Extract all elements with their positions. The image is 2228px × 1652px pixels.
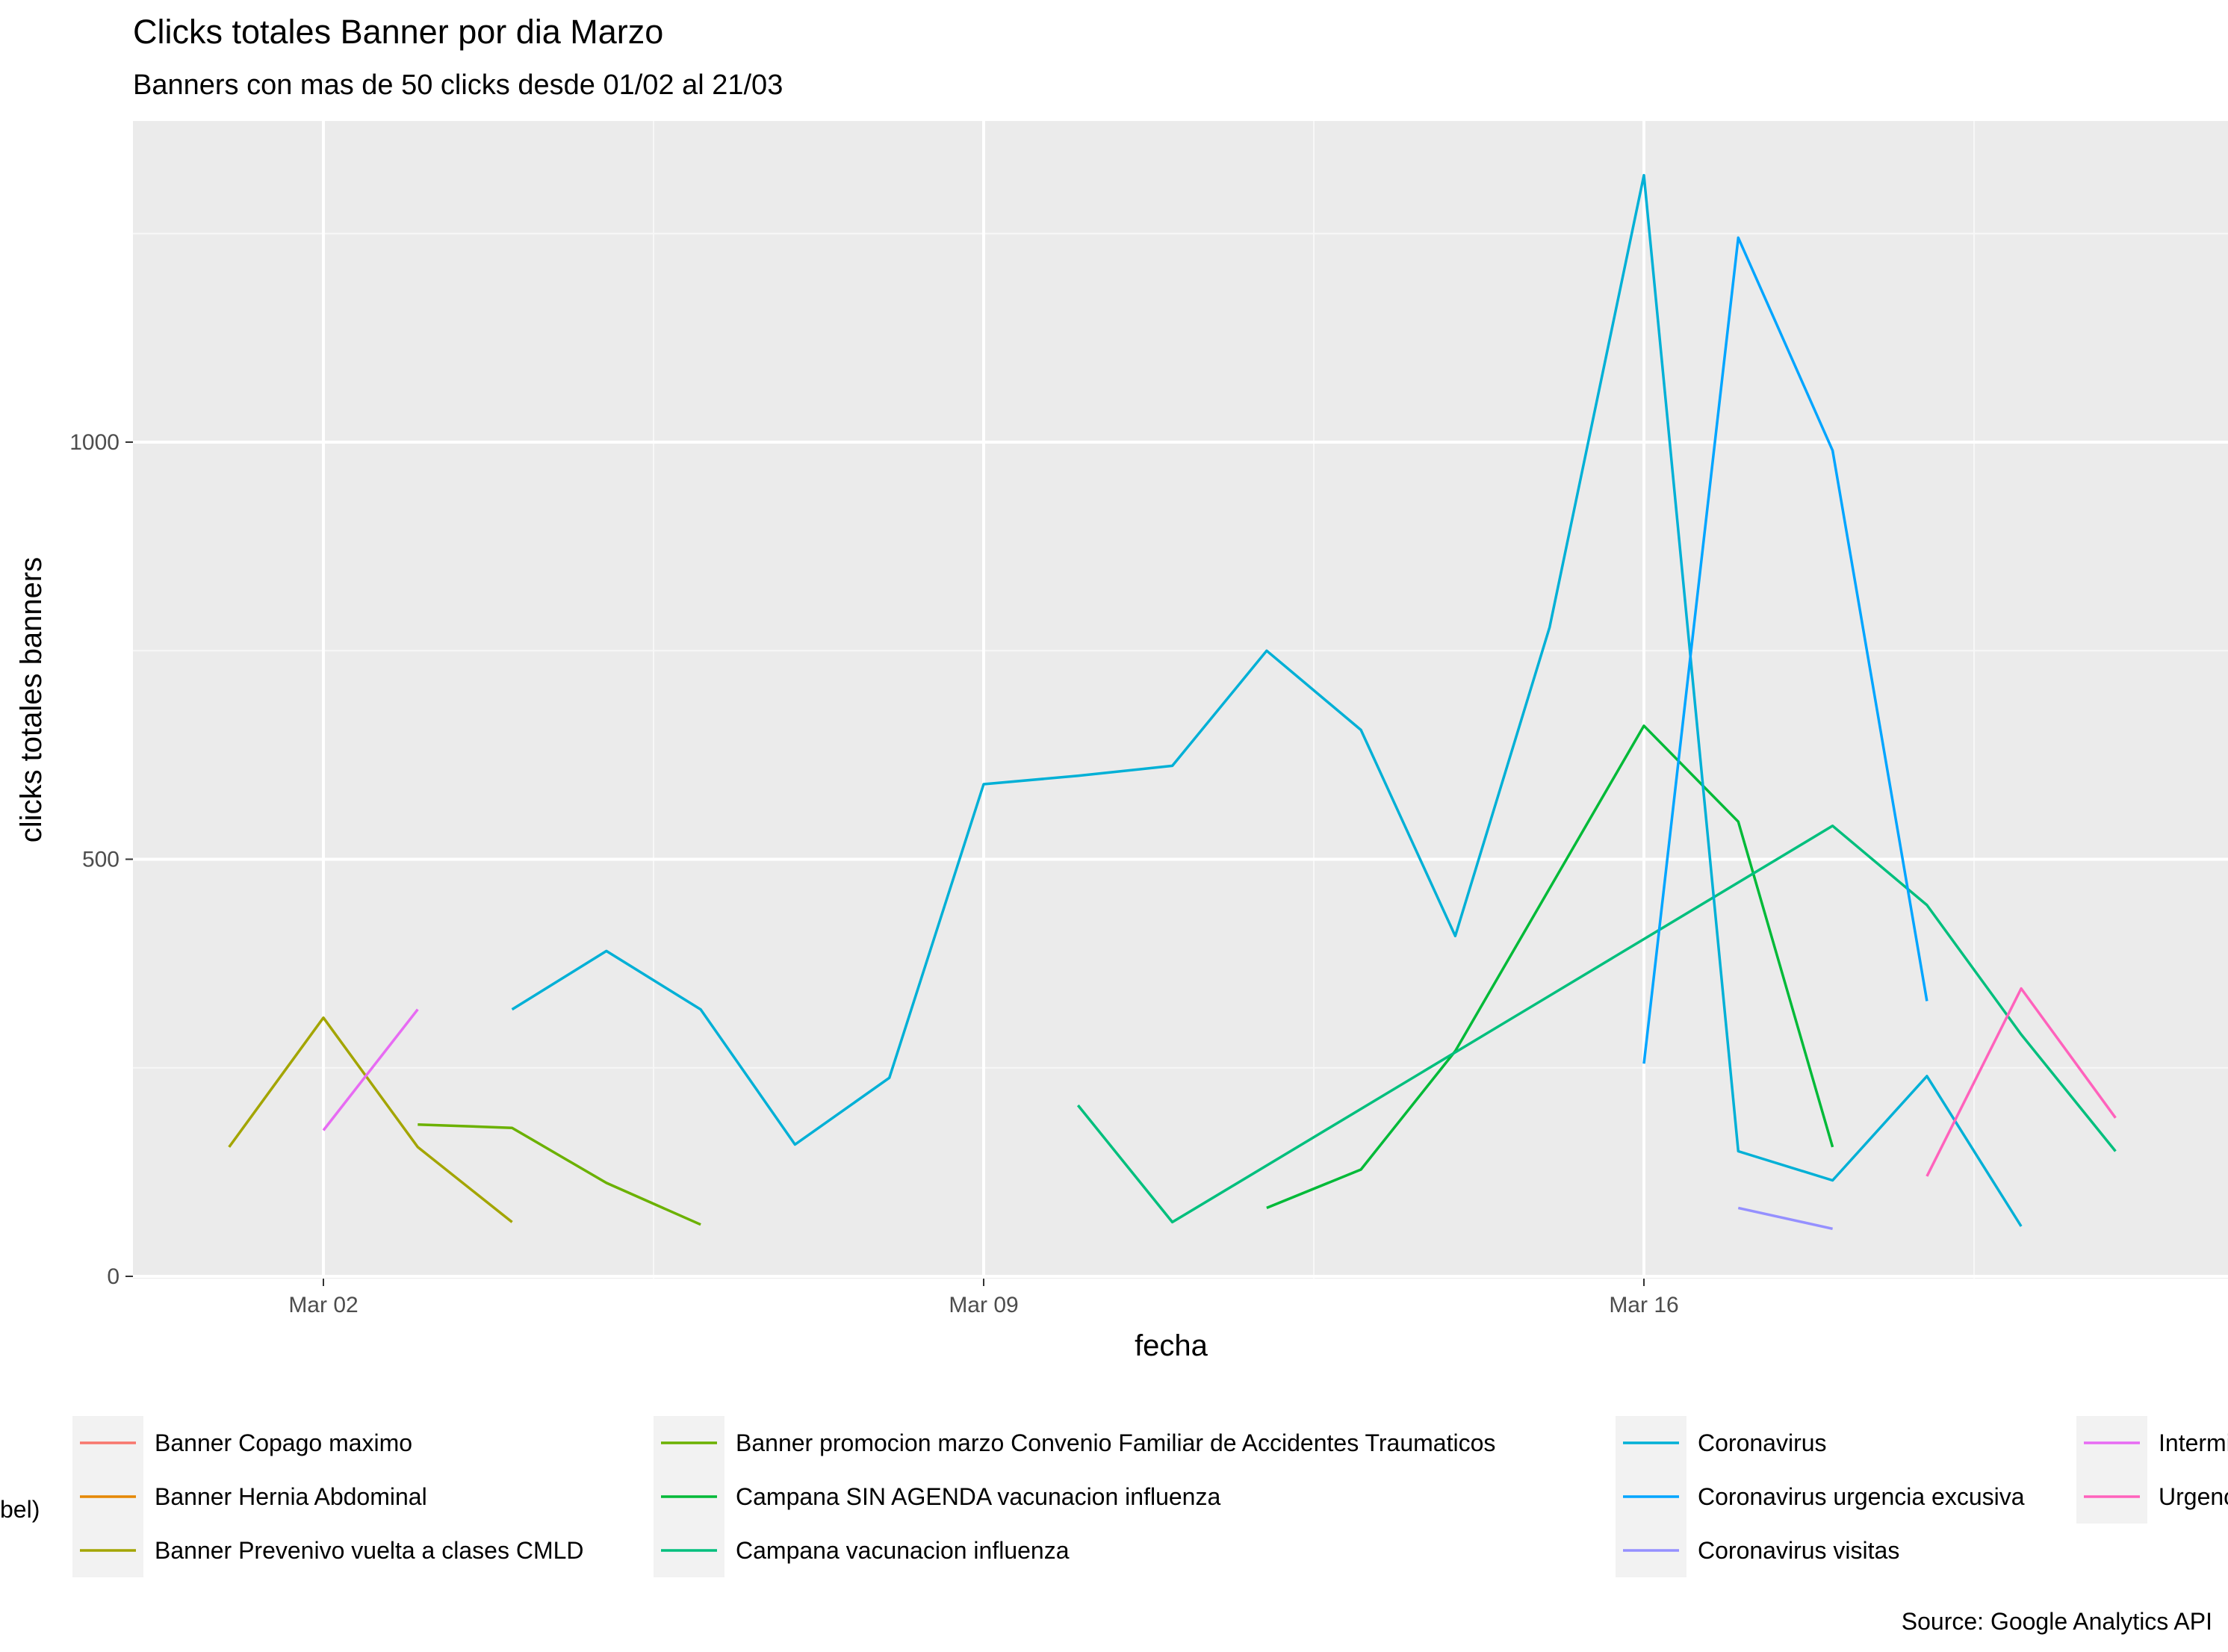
x-axis-title: fecha — [1135, 1329, 1208, 1362]
legend-label: Banner promocion marzo Convenio Familiar… — [736, 1429, 1495, 1456]
legend-label: Campana vacunacion influenza — [736, 1537, 1070, 1564]
chart-caption: Source: Google Analytics API — [1902, 1608, 2212, 1635]
legend-label: Urgenc — [2159, 1483, 2228, 1510]
series-line — [1737, 1206, 1833, 1231]
series-lines — [228, 173, 2117, 1231]
legend: Banner Copago maximo Banner Hernia Abdomi… — [72, 1416, 2228, 1577]
legend-label: Campana SIN AGENDA vacunacion influenza — [736, 1483, 1220, 1510]
legend-label: Banner Prevenivo vuelta a clases CMLD — [155, 1537, 584, 1564]
x-tick-label: Mar 16 — [1609, 1293, 1678, 1317]
grid-major — [133, 121, 2228, 1279]
series-line — [418, 1122, 701, 1226]
series-line — [228, 1016, 513, 1223]
chart-subtitle: Banners con mas de 50 clicks desde 01/02… — [133, 69, 783, 101]
y-axis: 0 500 1000 — [69, 430, 133, 1289]
grid-minor — [133, 121, 2228, 1279]
legend-label: Intermi — [2159, 1429, 2228, 1456]
x-tick-label: Mar 09 — [949, 1293, 1018, 1317]
series-line — [511, 173, 2023, 1227]
legend-label: Banner Hernia Abdominal — [155, 1483, 427, 1510]
series-line — [1926, 987, 2117, 1177]
series-line — [322, 1008, 419, 1131]
series-line — [1076, 825, 2117, 1224]
legend-label: Coronavirus urgencia excusiva — [1698, 1483, 2025, 1510]
series-line — [1266, 724, 1834, 1210]
x-axis: Mar 02 Mar 09 Mar 16 — [288, 1279, 1679, 1317]
x-tick-label: Mar 02 — [288, 1293, 358, 1317]
plot-panel — [133, 121, 2228, 1279]
y-tick-label: 1000 — [69, 430, 120, 455]
y-tick-label: 0 — [107, 1264, 120, 1289]
series-line — [1642, 236, 1928, 1064]
y-tick-label: 500 — [82, 848, 120, 872]
legend-label: Coronavirus — [1698, 1429, 1827, 1456]
legend-title: bel) — [0, 1496, 40, 1523]
chart-title: Clicks totales Banner por dia Marzo — [133, 13, 663, 51]
y-axis-title: clicks totales banners — [15, 557, 48, 842]
legend-label: Banner Copago maximo — [155, 1429, 412, 1456]
legend-label: Coronavirus visitas — [1698, 1537, 1899, 1564]
